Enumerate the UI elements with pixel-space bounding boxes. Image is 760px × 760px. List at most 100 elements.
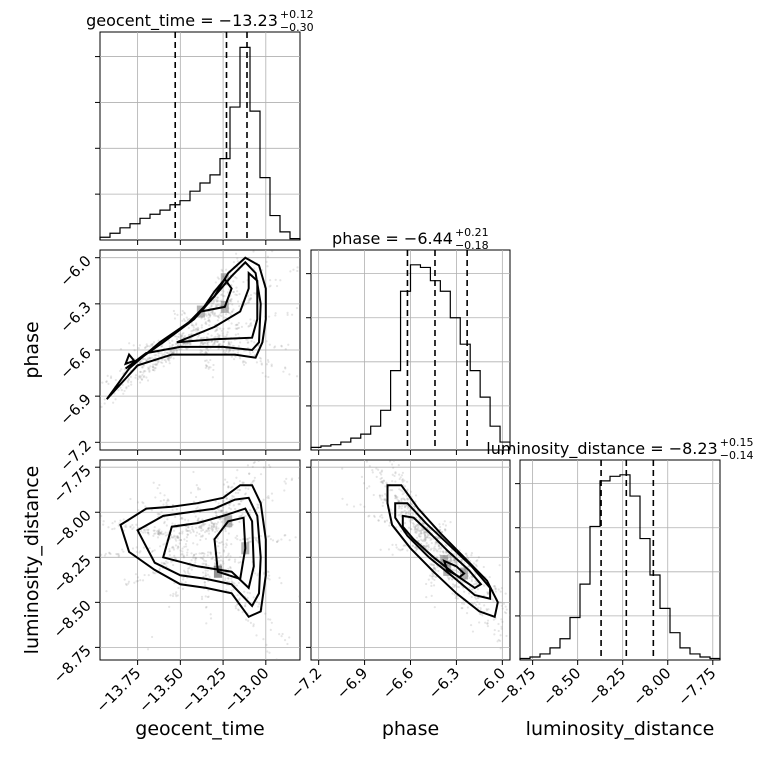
scatter-point bbox=[456, 585, 459, 588]
scatter-point bbox=[451, 577, 454, 581]
scatter-point bbox=[497, 622, 500, 626]
scatter-point bbox=[148, 345, 151, 348]
scatter-point bbox=[120, 389, 123, 392]
scatter-point bbox=[150, 550, 154, 553]
scatter-point bbox=[400, 507, 403, 510]
scatter-point bbox=[163, 562, 166, 565]
scatter-point bbox=[292, 268, 295, 271]
scatter-point bbox=[268, 578, 271, 581]
scatter-point bbox=[214, 281, 217, 284]
scatter-point bbox=[155, 363, 158, 367]
scatter-point bbox=[414, 494, 418, 497]
scatter-point bbox=[168, 362, 171, 365]
scatter-point bbox=[207, 527, 210, 530]
scatter-point bbox=[177, 335, 181, 339]
scatter-point bbox=[238, 598, 241, 601]
scatter-point bbox=[147, 574, 150, 577]
scatter-point bbox=[174, 335, 178, 338]
scatter-point bbox=[453, 569, 456, 572]
scatter-point bbox=[427, 533, 430, 536]
scatter-point bbox=[103, 554, 106, 557]
scatter-point bbox=[249, 540, 252, 543]
scatter-point bbox=[414, 549, 418, 552]
scatter-point bbox=[152, 365, 155, 368]
scatter-point bbox=[425, 544, 428, 547]
scatter-point bbox=[387, 548, 391, 551]
scatter-point bbox=[218, 334, 221, 337]
scatter-point bbox=[208, 319, 211, 322]
scatter-point bbox=[232, 290, 235, 294]
scatter-point bbox=[204, 537, 208, 540]
scatter-point bbox=[434, 567, 437, 571]
xtick-label-luminosity_distance-2: −8.25 bbox=[584, 664, 629, 709]
scatter-point bbox=[513, 598, 515, 600]
scatter-point bbox=[476, 588, 480, 591]
scatter-point bbox=[220, 268, 223, 271]
scatter-point bbox=[132, 526, 135, 529]
scatter-point bbox=[194, 557, 197, 560]
scatter-point bbox=[217, 335, 220, 338]
scatter-point bbox=[139, 376, 142, 379]
scatter-point bbox=[253, 479, 256, 482]
scatter-point bbox=[397, 464, 400, 467]
scatter-point bbox=[114, 378, 117, 382]
scatter-point bbox=[401, 480, 404, 483]
scatter-point bbox=[474, 582, 477, 585]
scatter-point bbox=[180, 516, 184, 519]
contour-geocent_time-phase-3 bbox=[198, 277, 233, 313]
scatter-point bbox=[500, 618, 503, 621]
scatter-point bbox=[201, 535, 204, 538]
scatter-point bbox=[418, 529, 421, 532]
scatter-point bbox=[239, 341, 242, 344]
scatter-point bbox=[145, 358, 148, 361]
scatter-point bbox=[341, 497, 344, 500]
scatter-point bbox=[222, 543, 225, 546]
scatter-point bbox=[222, 483, 226, 486]
scatter-point bbox=[494, 587, 497, 590]
scatter-point bbox=[401, 511, 405, 514]
scatter-point bbox=[468, 592, 471, 595]
scatter-point bbox=[470, 552, 474, 555]
scatter-point bbox=[408, 509, 411, 513]
scatter-point bbox=[168, 549, 172, 553]
scatter-point bbox=[381, 481, 384, 484]
scatter-point bbox=[400, 497, 403, 500]
scatter-point bbox=[109, 376, 113, 380]
scatter-point bbox=[202, 523, 205, 526]
scatter-point bbox=[136, 579, 140, 582]
scatter-point bbox=[225, 333, 229, 336]
scatter-point bbox=[196, 518, 200, 521]
scatter-point bbox=[407, 526, 411, 529]
scatter-point bbox=[49, 508, 51, 510]
scatter-point bbox=[286, 311, 289, 315]
scatter-point bbox=[119, 348, 123, 351]
scatter-point bbox=[248, 297, 251, 300]
scatter-point bbox=[200, 326, 203, 329]
scatter-point bbox=[206, 573, 210, 576]
scatter-point bbox=[211, 522, 214, 525]
scatter-point bbox=[301, 478, 303, 480]
scatter-point bbox=[156, 536, 160, 539]
scatter-point bbox=[241, 611, 244, 614]
scatter-point bbox=[472, 602, 475, 606]
scatter-point bbox=[206, 569, 209, 572]
scatter-point bbox=[129, 525, 132, 528]
scatter-point bbox=[510, 662, 512, 664]
scatter-point bbox=[160, 510, 163, 514]
scatter-point bbox=[391, 543, 394, 546]
scatter-point bbox=[437, 536, 440, 539]
scatter-point bbox=[455, 569, 458, 572]
scatter-point bbox=[486, 622, 489, 625]
scatter-point bbox=[230, 580, 234, 583]
scatter-point bbox=[163, 562, 166, 565]
scatter-point bbox=[211, 556, 214, 559]
scatter-point bbox=[283, 534, 286, 537]
scatter-point bbox=[90, 382, 92, 384]
scatter-point bbox=[181, 552, 184, 556]
scatter-point bbox=[172, 536, 175, 539]
scatter-point bbox=[247, 341, 250, 344]
scatter-point bbox=[185, 539, 188, 543]
scatter-point bbox=[221, 294, 225, 297]
scatter-point bbox=[184, 518, 187, 521]
scatter-point bbox=[215, 328, 218, 331]
